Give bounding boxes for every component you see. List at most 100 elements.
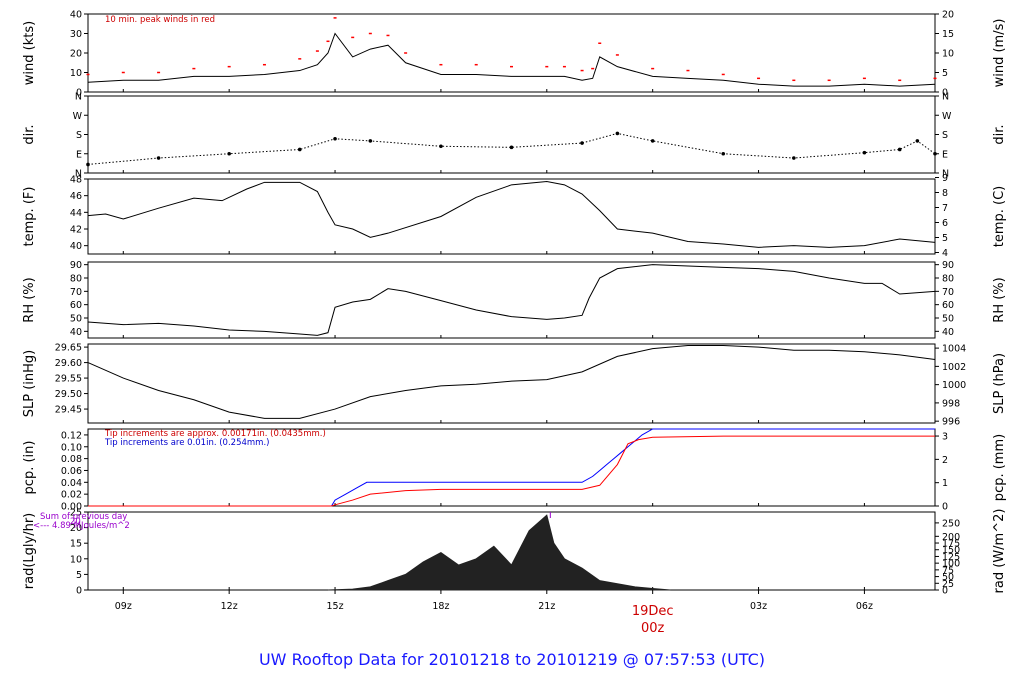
- ytick-label-right-wind: 10: [942, 49, 954, 60]
- ytick-label-left-rh: 60: [70, 300, 82, 311]
- ytick-label-right-dir: S: [942, 130, 948, 141]
- xtick-label: 18z: [432, 601, 449, 612]
- ytick-label-right-pcp: 0: [942, 502, 948, 513]
- ytick-label-right-rh: 90: [942, 260, 954, 271]
- data-point-dir-10: [650, 139, 655, 143]
- ytick-label-right-slp: 1004: [942, 344, 966, 355]
- ylabel-left-rad: rad(Lgly/hr): [22, 513, 37, 589]
- ytick-label-left-wind: 0: [76, 88, 82, 99]
- series-line-rh-0: [87, 264, 936, 336]
- ytick-label-right-wind: 0: [942, 88, 948, 99]
- ytick-label-right-rad: 100: [942, 559, 960, 570]
- ytick-label-right-rad: 175: [942, 539, 960, 550]
- ylabel-right-rad: rad (W/m^2): [992, 509, 1007, 594]
- ytick-label-left-rad: 5: [76, 570, 82, 581]
- xtick-label: 06z: [856, 601, 873, 612]
- ytick-label-left-slp: 29.60: [55, 358, 82, 369]
- data-point-dir-2: [227, 151, 231, 156]
- ytick-label-right-rad: 25: [942, 579, 954, 590]
- annotation-pcp-0: Tip increments are approx. 0.00171in. (0…: [104, 429, 326, 439]
- data-point-dir-8: [580, 141, 584, 145]
- ytick-label-right-temp: 4: [942, 248, 948, 259]
- ytick-label-left-wind: 30: [70, 29, 82, 40]
- ytick-label-right-rh: 80: [942, 274, 954, 285]
- ytick-label-left-temp: 46: [70, 191, 82, 202]
- ytick-label-left-slp: 29.55: [55, 374, 82, 385]
- ytick-label-left-pcp: 0.12: [61, 430, 82, 441]
- ytick-label-left-dir: N: [75, 92, 82, 103]
- ytick-label-left-rh: 70: [70, 287, 82, 298]
- ytick-label-right-rad: 125: [942, 552, 960, 563]
- ytick-label-left-dir: N: [75, 169, 82, 180]
- ytick-label-right-rad: 50: [942, 572, 954, 583]
- panel-frame-wind: [87, 13, 936, 93]
- ytick-label-right-temp: 9: [942, 173, 948, 184]
- ylabel-right-temp: temp. (C): [992, 186, 1007, 248]
- annotation-wind: 10 min. peak winds in red: [105, 15, 215, 25]
- ytick-label-right-rad: 250: [942, 518, 960, 529]
- series-line-temp-0: [87, 180, 936, 248]
- ytick-label-right-rad: 0: [942, 586, 948, 597]
- ytick-label-right-slp: 996: [942, 417, 960, 428]
- ytick-label-right-dir: N: [942, 92, 949, 103]
- ytick-label-left-rad: 0: [76, 586, 82, 597]
- xtick-label: 03z: [750, 601, 767, 612]
- ylabel-right-dir: dir.: [992, 124, 1007, 144]
- ytick-label-left-rad: 25: [70, 508, 82, 519]
- date-sub-label: 00z: [641, 621, 665, 636]
- data-point-dir-7: [509, 145, 514, 150]
- ylabel-right-slp: SLP (hPa): [992, 353, 1007, 414]
- ytick-label-right-rh: 60: [942, 300, 954, 311]
- ylabel-left-wind: wind (kts): [22, 21, 37, 85]
- ytick-label-left-wind: 20: [70, 49, 82, 60]
- panel-frame-dir: [87, 95, 936, 174]
- ytick-label-right-rh: 40: [942, 327, 954, 338]
- ytick-label-left-slp: 29.50: [55, 389, 82, 400]
- ytick-label-right-dir: N: [942, 169, 949, 180]
- ytick-label-right-rh: 70: [942, 287, 954, 298]
- ytick-label-left-rad: 15: [70, 539, 82, 550]
- ylabel-left-rh: RH (%): [22, 277, 37, 322]
- ytick-label-left-wind: 40: [70, 10, 82, 21]
- xtick-label: 21z: [538, 601, 555, 612]
- ylabel-left-temp: temp. (F): [22, 187, 37, 247]
- ytick-label-right-wind: 5: [942, 68, 948, 79]
- ytick-label-right-pcp: 2: [942, 455, 948, 466]
- xtick-label: 09z: [115, 601, 132, 612]
- data-point-dir-6: [439, 144, 443, 149]
- ytick-label-right-pcp: 3: [942, 432, 948, 443]
- ytick-label-right-wind: 20: [942, 10, 954, 21]
- ytick-label-left-dir: S: [76, 130, 82, 141]
- annotation-rad-0: Sum of previous day: [40, 512, 127, 522]
- ylabel-right-pcp: pcp. (mm): [992, 434, 1007, 501]
- panel-frame-pcp: [87, 428, 936, 507]
- ytick-label-left-slp: 29.65: [55, 343, 82, 354]
- ytick-label-right-rad: 200: [942, 532, 960, 543]
- ytick-label-left-dir: E: [76, 149, 82, 160]
- ylabel-left-pcp: pcp. (in): [22, 441, 37, 495]
- annotation-rad-1: <--- 4.89 MJoules/m^2: [33, 521, 130, 531]
- series-area-rad: [327, 514, 671, 591]
- ytick-label-left-slp: 29.45: [55, 405, 82, 416]
- ytick-label-right-rad: 150: [942, 545, 960, 556]
- panel-frame-slp: [87, 343, 936, 424]
- ytick-label-left-temp: 44: [70, 208, 82, 219]
- ylabel-left-dir: dir.: [22, 124, 37, 144]
- ytick-label-left-temp: 42: [70, 225, 82, 236]
- ytick-label-right-slp: 1000: [942, 380, 966, 391]
- date-label: 19Dec: [632, 604, 674, 619]
- annotation-pcp-1: Tip increments are 0.01in. (0.254mm.): [104, 438, 269, 448]
- data-point-dir-3: [297, 147, 302, 152]
- ytick-label-left-rh: 50: [70, 314, 82, 325]
- series-line-slp-0: [87, 345, 936, 419]
- ytick-label-right-temp: 6: [942, 218, 948, 229]
- ytick-label-left-pcp: 0.10: [61, 442, 82, 453]
- ytick-label-right-pcp: 1: [942, 478, 948, 489]
- footer-title: UW Rooftop Data for 20101218 to 20101219…: [258, 650, 766, 669]
- ytick-label-left-rad: 10: [70, 554, 82, 565]
- ytick-label-left-pcp: 0.00: [61, 502, 82, 513]
- ytick-label-left-pcp: 0.08: [61, 454, 82, 465]
- series-line-pcp-1: [88, 435, 935, 507]
- ylabel-left-slp: SLP (inHg): [22, 350, 37, 418]
